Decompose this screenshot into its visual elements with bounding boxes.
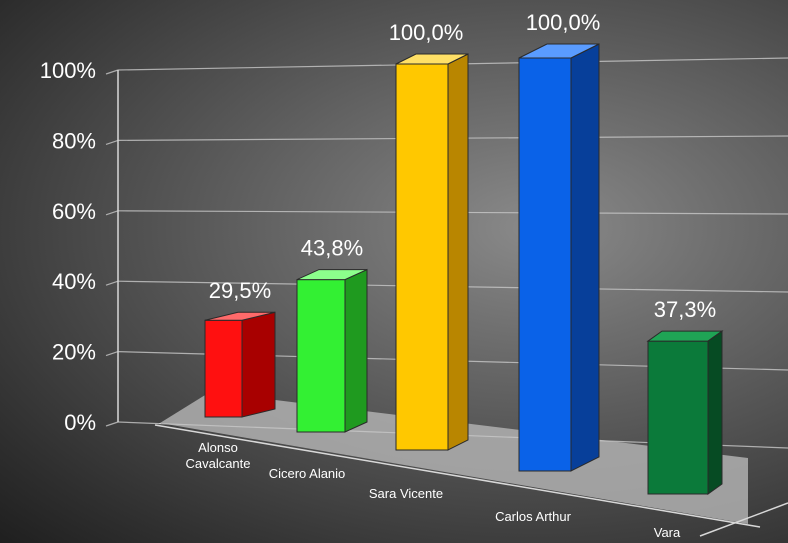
x-axis-extension (699, 502, 788, 537)
bar-top-face (204, 311, 276, 321)
bar-top-face (296, 269, 368, 281)
bar-side-face (344, 268, 368, 433)
bar-front-face (204, 319, 243, 418)
bar-side-face (707, 330, 723, 495)
category-labels: Alonso Cavalcante Cicero Alanio Sara Vicent… (185, 440, 681, 540)
bar-top-face (646, 330, 724, 342)
data-labels: 29,5% 43,8% 100,0% 100,0% 37,3% (209, 10, 716, 322)
bar (518, 43, 600, 472)
bar (395, 53, 469, 451)
grid-depth-line (105, 280, 119, 286)
bar-top-face (518, 43, 600, 59)
data-label: 43,8% (301, 236, 363, 261)
category-label-line: Cicero Alanio (269, 466, 346, 481)
bar (296, 268, 368, 433)
bar-front-face (395, 63, 449, 451)
bar-side-face (447, 53, 469, 451)
grid-depth-line (105, 69, 119, 75)
grid-depth-line (105, 210, 119, 216)
bar-side-face (570, 43, 600, 472)
y-tick-label: 100% (40, 58, 96, 83)
bar-side-face (241, 311, 276, 418)
y-tick-label: 60% (52, 199, 96, 224)
x-axis-line (154, 424, 761, 528)
bar-front-face (296, 279, 346, 433)
category-label: Vara (654, 525, 681, 540)
data-label: 100,0% (526, 10, 601, 35)
category-label: Sara Vicente (369, 486, 443, 501)
data-label: 100,0% (389, 20, 464, 45)
category-label: Carlos Arthur (495, 509, 572, 524)
category-label-line: Vara (654, 525, 681, 540)
grid-depth-line (105, 421, 119, 427)
bar-front-face (647, 340, 709, 495)
y-tick-label: 0% (64, 410, 96, 435)
y-tick-label: 80% (52, 128, 96, 153)
category-label-line: Cavalcante (185, 456, 250, 471)
data-label: 29,5% (209, 278, 271, 303)
grid-depth-line (105, 139, 119, 145)
bar (646, 330, 724, 495)
category-label: Cicero Alanio (269, 466, 346, 481)
category-label-line: Sara Vicente (369, 486, 443, 501)
category-label-line: Alonso (198, 440, 238, 455)
bar-top-face (395, 53, 469, 65)
bar-front-face (518, 57, 572, 472)
y-tick-label: 20% (52, 340, 96, 365)
data-label: 37,3% (654, 297, 716, 322)
bar (204, 311, 276, 418)
bars (204, 43, 724, 495)
grid-depth-line (105, 351, 119, 357)
y-axis-ticks: 0% 20% 40% 60% 80% 100% (40, 58, 96, 435)
category-label: Alonso Cavalcante (185, 440, 250, 471)
y-tick-label: 40% (52, 269, 96, 294)
category-label-line: Carlos Arthur (495, 509, 572, 524)
